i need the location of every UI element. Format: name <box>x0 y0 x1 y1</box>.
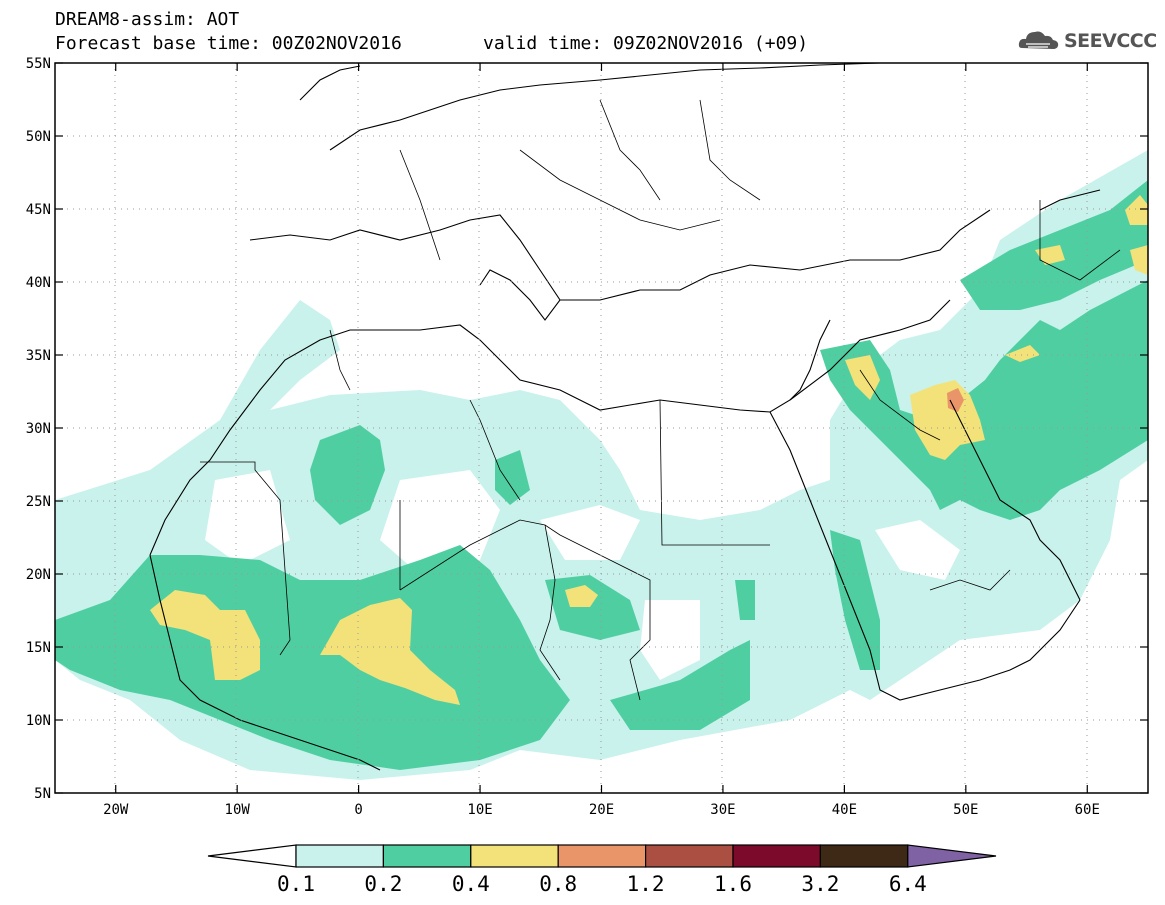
lon-label: 30E <box>710 802 735 818</box>
lon-label: 10E <box>467 802 492 818</box>
colorbar-label: 0.8 <box>539 872 577 896</box>
logo-text: SEEVCCC <box>1064 30 1157 52</box>
lon-label: 50E <box>953 802 978 818</box>
colorbar-segment <box>295 844 385 868</box>
lon-label: 20E <box>589 802 614 818</box>
lat-label: 35N <box>26 348 51 364</box>
aot-field <box>55 63 1148 793</box>
country-borders <box>200 99 1121 701</box>
colorbar-segment <box>819 844 909 868</box>
lat-label: 40N <box>26 275 51 291</box>
aot-band-0.2 <box>55 180 1148 770</box>
aot-clear <box>205 390 1045 680</box>
colorbar-segment <box>732 844 822 868</box>
valid-time: valid time: 09Z02NOV2016 (+09) <box>483 33 809 54</box>
lat-label: 50N <box>26 129 51 145</box>
colorbar-under-triangle <box>207 844 297 868</box>
forecast-base-time: Forecast base time: 00Z02NOV2016 <box>55 33 402 54</box>
lat-label: 15N <box>26 640 51 656</box>
lat-label: 55N <box>26 56 51 72</box>
colorbar-label: 0.4 <box>452 872 490 896</box>
colorbar-over-triangle <box>907 844 997 868</box>
aot-band-0.8 <box>947 388 964 412</box>
lat-label: 20N <box>26 567 51 583</box>
colorbar-segment <box>382 844 472 868</box>
graticule <box>55 63 1148 793</box>
lon-label: 10W <box>225 802 251 818</box>
cloud-icon <box>1018 31 1059 49</box>
colorbar-label: 6.4 <box>889 872 927 896</box>
colorbar-segment <box>557 844 647 868</box>
axis-ticks <box>55 62 1148 794</box>
colorbar-segment <box>644 844 734 868</box>
lat-label: 10N <box>26 713 51 729</box>
lon-label: 0 <box>354 802 362 818</box>
colorbar-label: 1.6 <box>714 872 752 896</box>
lat-label: 30N <box>26 421 51 437</box>
aot-band-0.4 <box>150 195 1148 705</box>
lat-label: 5N <box>34 786 51 802</box>
latitude-labels: 55N 50N 45N 40N 35N 30N 25N 20N 15N 10N 5N <box>26 56 51 802</box>
lon-label: 60E <box>1075 802 1100 818</box>
colorbar-label: 0.1 <box>277 872 315 896</box>
colorbar-label: 1.2 <box>627 872 665 896</box>
lat-label: 45N <box>26 202 51 218</box>
colorbar-segment <box>470 844 559 868</box>
colorbar <box>207 844 997 868</box>
colorbar-label: 3.2 <box>801 872 839 896</box>
longitude-labels: 20W 10W 0 10E 20E 30E 40E 50E 60E <box>103 802 1100 818</box>
lat-label: 25N <box>26 494 51 510</box>
coastlines <box>149 63 1101 771</box>
colorbar-labels: 0.1 0.2 0.4 0.8 1.2 1.6 3.2 6.4 <box>277 872 927 896</box>
colorbar-label: 0.2 <box>364 872 402 896</box>
lon-label: 40E <box>832 802 857 818</box>
lon-label: 20W <box>103 802 129 818</box>
chart-title: DREAM8-assim: AOT <box>55 9 240 30</box>
